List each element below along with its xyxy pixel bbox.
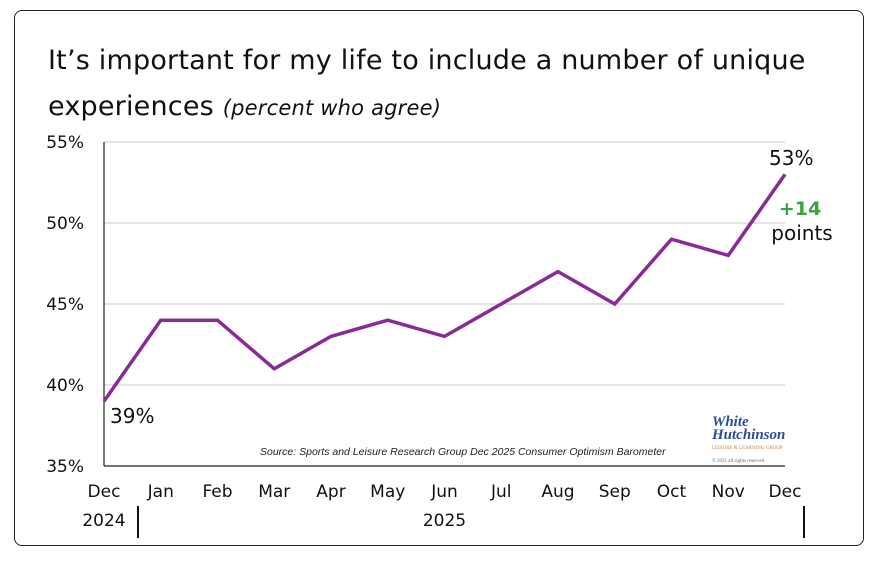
chart-frame: [14, 10, 864, 546]
logo-line2: Hutchinson: [712, 427, 786, 443]
x-tick-label: Apr: [316, 482, 345, 502]
x-tick-label: Dec: [769, 482, 802, 502]
logo-tag: LEISURE & LEARNING GROUP: [712, 446, 783, 451]
subtitle-text: (percent who agree): [222, 96, 442, 120]
x-tick-label: May: [370, 482, 405, 502]
y-tick-label: 35%: [46, 457, 84, 477]
start-value-label: 39%: [110, 404, 154, 428]
change-unit-label: points: [771, 221, 832, 245]
x-tick-label: Jun: [430, 482, 458, 502]
x-tick-label: Aug: [541, 482, 574, 502]
y-tick-label: 50%: [46, 214, 84, 234]
x-tick-label: Jan: [147, 482, 174, 502]
chart-title: It’s important for my life to include a …: [48, 38, 880, 131]
x-tick-label: Nov: [712, 482, 745, 502]
series-line: [102, 173, 787, 403]
y-tick-label: 45%: [46, 295, 84, 315]
end-value-label: 53%: [769, 146, 813, 170]
x-tick-label: Dec: [88, 482, 121, 502]
x-tick-label: Oct: [657, 482, 687, 502]
x-tick-label: Feb: [202, 482, 232, 502]
source-note: Source: Sports and Leisure Research Grou…: [260, 446, 666, 458]
y-tick-label: 40%: [46, 376, 84, 396]
white-hutchinson-logo: White Hutchinson LEISURE & LEARNING GROU…: [712, 414, 788, 465]
change-label: +14: [779, 198, 821, 220]
x-tick-label: Jul: [490, 482, 512, 502]
y-tick-label: 55%: [46, 133, 84, 153]
logo-copyright: © 2025 all rights reserved: [712, 459, 765, 464]
logo-line1: White: [712, 414, 749, 430]
year-label-2025: 2025: [423, 511, 466, 531]
x-tick-label: Sep: [599, 482, 631, 502]
x-tick-label: Mar: [258, 482, 290, 502]
year-label-2024: 2024: [82, 511, 125, 531]
title-text: It’s important for my life to include a …: [48, 45, 806, 122]
